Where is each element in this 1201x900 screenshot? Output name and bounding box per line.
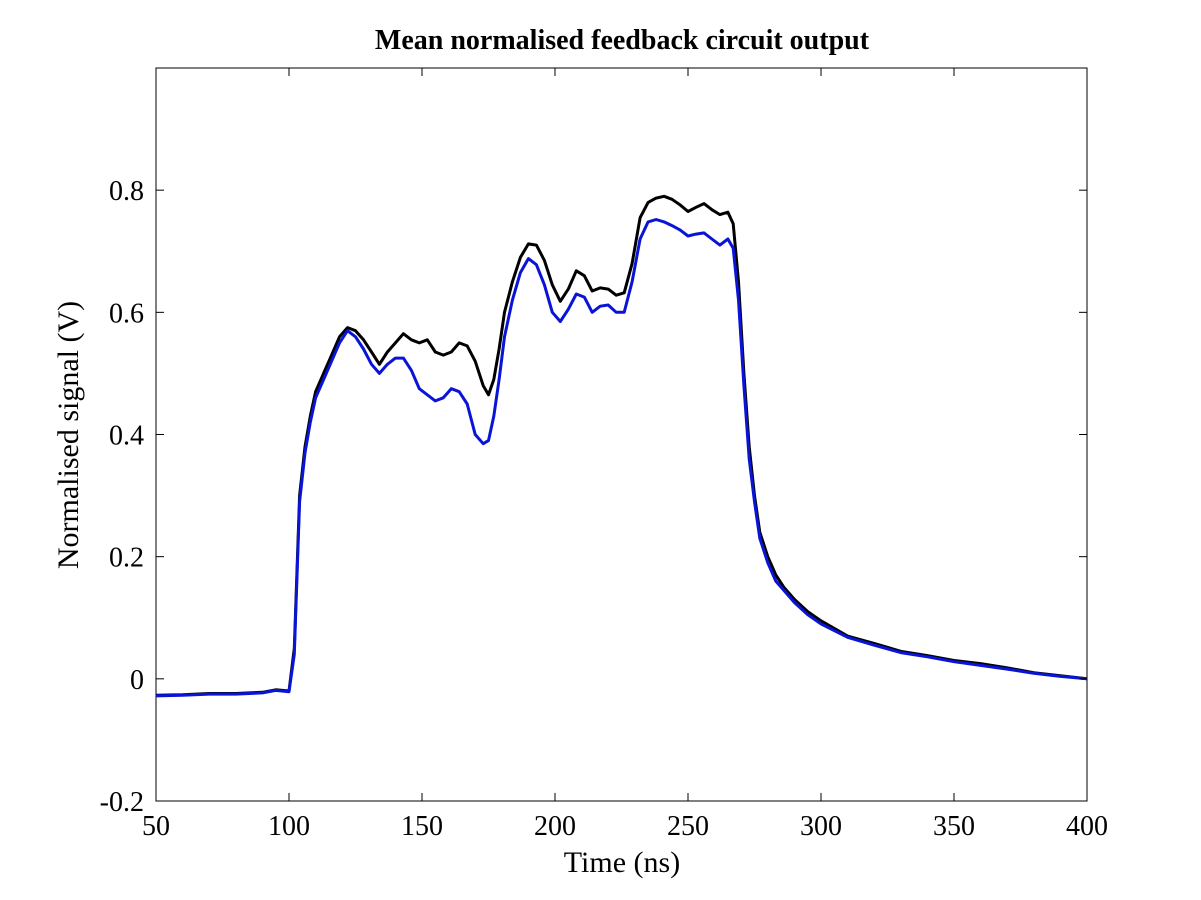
x-tick-label: 400 xyxy=(1066,811,1108,842)
y-axis-label: Normalised signal (V) xyxy=(52,301,85,569)
y-tick-label: 0 xyxy=(130,665,144,696)
x-tick-label: 50 xyxy=(142,811,170,842)
chart-title: Mean normalised feedback circuit output xyxy=(375,25,870,56)
x-tick-label: 300 xyxy=(800,811,842,842)
series-line-blue xyxy=(155,218,1088,698)
y-tick-label: 0.4 xyxy=(109,421,144,452)
y-axis-ticks: -0.2 0 0.2 0.4 0.6 0.8 xyxy=(100,176,1087,818)
x-tick-label: 100 xyxy=(268,811,310,842)
series-layer xyxy=(155,194,1088,698)
series-line-black xyxy=(155,194,1088,697)
x-tick-label: 250 xyxy=(667,811,709,842)
x-axis-ticks: 50 100 150 200 250 300 350 400 xyxy=(142,68,1108,842)
y-tick-label: -0.2 xyxy=(100,787,144,818)
x-axis-label: Time (ns) xyxy=(564,846,680,879)
x-tick-label: 200 xyxy=(534,811,576,842)
y-tick-label: 0.2 xyxy=(109,543,144,574)
plot-area: 50 100 150 200 250 300 350 400 -0.2 0 0.2 0.4 0.6 0.… xyxy=(100,67,1108,842)
x-tick-label: 350 xyxy=(933,811,975,842)
x-tick-label: 150 xyxy=(401,811,443,842)
y-tick-label: 0.8 xyxy=(109,176,144,207)
y-tick-label: 0.6 xyxy=(109,298,144,329)
